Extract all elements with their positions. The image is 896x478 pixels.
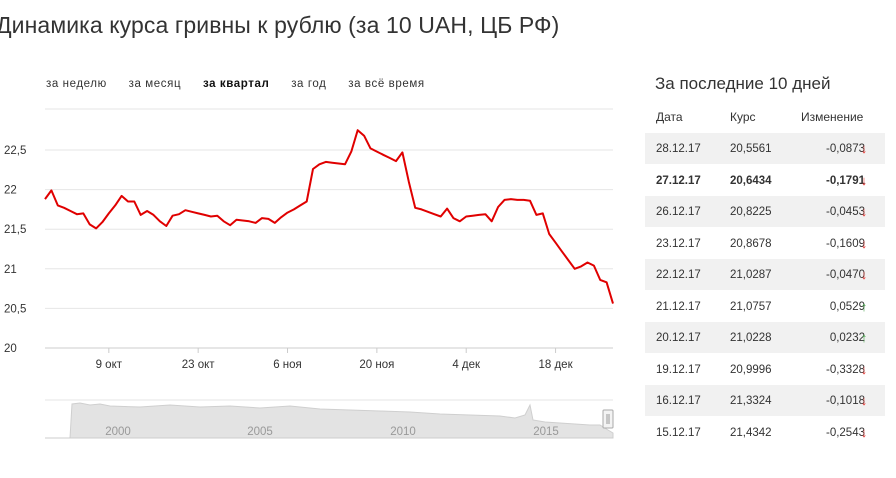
arrow-up-icon: ↑ — [860, 330, 868, 345]
arrow-down-icon: ↓ — [860, 172, 868, 188]
table-row: 21.12.17 21,0757 0,0529 ↑ — [645, 291, 885, 322]
range-navigator[interactable]: 2000 2005 2010 2015 — [45, 399, 614, 439]
tab-week[interactable]: за неделю — [46, 78, 107, 90]
row-change: -0,0470 — [825, 269, 865, 281]
arrow-down-icon: ↓ — [860, 204, 868, 219]
header-change: Изменение — [801, 110, 864, 124]
table-row: 28.12.17 20,5561 -0,0873 ↓ — [645, 133, 885, 165]
row-rate: 20,6434 — [730, 174, 772, 187]
x-tick-label: 9 окт — [96, 359, 123, 371]
table-header: Дата Курс Изменение — [645, 110, 885, 132]
arrow-down-icon: ↓ — [860, 361, 868, 377]
tab-year[interactable]: за год — [291, 78, 327, 90]
y-tick-label: 21 — [4, 264, 17, 276]
arrow-up-icon: ↑ — [860, 298, 868, 314]
navigator-labels: 2000 2005 2010 2015 — [105, 426, 559, 438]
navigator-label: 2000 — [105, 426, 131, 438]
x-tick-label: 18 дек — [538, 359, 573, 371]
tab-month[interactable]: за месяц — [128, 78, 182, 90]
arrow-down-icon: ↓ — [860, 393, 868, 408]
table-row: 22.12.17 21,0287 -0,0470 ↓ — [645, 259, 885, 291]
table-row: 20.12.17 21,0228 0,0232 ↑ — [645, 322, 885, 354]
row-rate: 21,0228 — [730, 332, 772, 344]
row-date: 23.12.17 — [656, 237, 701, 250]
row-change: -0,3328 — [825, 363, 865, 376]
table-row: 23.12.17 20,8678 -0,1609 ↓ — [645, 228, 885, 259]
y-tick-label: 22,5 — [4, 145, 26, 157]
table-row: 19.12.17 20,9996 -0,3328 ↓ — [645, 354, 885, 385]
chart-grid — [45, 108, 613, 349]
table-row: 27.12.17 20,6434 -0,1791 ↓ — [645, 165, 885, 196]
table-row: 15.12.17 21,4342 -0,2543 ↓ — [645, 417, 885, 448]
row-date: 21.12.17 — [656, 300, 701, 313]
y-tick-label: 22 — [4, 185, 17, 197]
row-change: -0,0873 — [825, 143, 865, 155]
arrow-down-icon: ↓ — [860, 235, 868, 251]
row-date: 27.12.17 — [656, 174, 701, 187]
row-rate: 20,8678 — [730, 237, 772, 250]
y-tick-label: 21,5 — [4, 224, 26, 236]
header-rate: Курс — [730, 110, 756, 124]
row-change: 0,0529 — [829, 300, 865, 313]
table-row: 26.12.17 20,8225 -0,0453 ↓ — [645, 196, 885, 228]
x-tick-label: 20 ноя — [359, 359, 394, 371]
y-tick-label: 20,5 — [4, 303, 26, 315]
row-date: 28.12.17 — [656, 143, 701, 155]
x-tick-label: 6 ноя — [273, 359, 302, 371]
x-tick-label: 23 окт — [182, 359, 216, 371]
row-change: -0,1609 — [825, 237, 865, 250]
arrow-down-icon: ↓ — [860, 424, 868, 440]
x-axis: 9 окт 23 окт 6 ноя 20 ноя 4 дек 18 дек — [96, 348, 574, 371]
row-change: 0,0232 — [829, 332, 865, 344]
row-date: 19.12.17 — [656, 363, 701, 376]
arrow-down-icon: ↓ — [860, 267, 868, 282]
y-axis: 22,5 22 21,5 21 20,5 20 — [4, 145, 26, 355]
tab-all-time[interactable]: за всё время — [348, 78, 425, 90]
row-rate: 20,5561 — [730, 143, 772, 155]
x-tick-label: 4 дек — [452, 359, 481, 371]
row-date: 20.12.17 — [656, 332, 701, 344]
row-change: -0,0453 — [825, 206, 865, 218]
row-date: 15.12.17 — [656, 426, 701, 439]
row-date: 16.12.17 — [656, 395, 701, 407]
navigator-label: 2010 — [390, 426, 416, 438]
tab-quarter[interactable]: за квартал — [202, 78, 270, 90]
row-rate: 21,4342 — [730, 426, 772, 439]
arrow-down-icon: ↓ — [860, 141, 868, 156]
row-rate: 20,9996 — [730, 363, 772, 376]
navigator-label: 2015 — [533, 426, 559, 438]
y-tick-label: 20 — [4, 343, 17, 355]
row-rate: 21,3324 — [730, 395, 772, 407]
period-tabs: за неделю за месяц за квартал за год за … — [46, 78, 443, 90]
row-change: -0,1791 — [825, 174, 865, 187]
header-date: Дата — [656, 110, 683, 124]
row-rate: 20,8225 — [730, 206, 772, 218]
page-title: Динамика курса гривны к рублю (за 10 UAH… — [0, 12, 560, 38]
table-row: 16.12.17 21,3324 -0,1018 ↓ — [645, 385, 885, 417]
navigator-handle[interactable] — [602, 409, 614, 429]
rates-table: 28.12.17 20,5561 -0,0873 ↓ 27.12.17 20,6434 -0… — [645, 133, 885, 448]
row-change: -0,1018 — [825, 395, 865, 407]
rate-chart: 22,5 22 21,5 21 20,5 20 9 окт 23 окт 6 ноя 20 но… — [4, 108, 614, 439]
series-line — [44, 129, 614, 304]
row-date: 26.12.17 — [656, 206, 701, 218]
row-date: 22.12.17 — [656, 269, 701, 281]
navigator-area — [45, 402, 614, 439]
row-change: -0,2543 — [825, 426, 865, 439]
table-title: За последние 10 дней — [655, 74, 831, 93]
navigator-label: 2005 — [247, 426, 273, 438]
row-rate: 21,0287 — [730, 269, 772, 281]
row-rate: 21,0757 — [730, 300, 772, 313]
